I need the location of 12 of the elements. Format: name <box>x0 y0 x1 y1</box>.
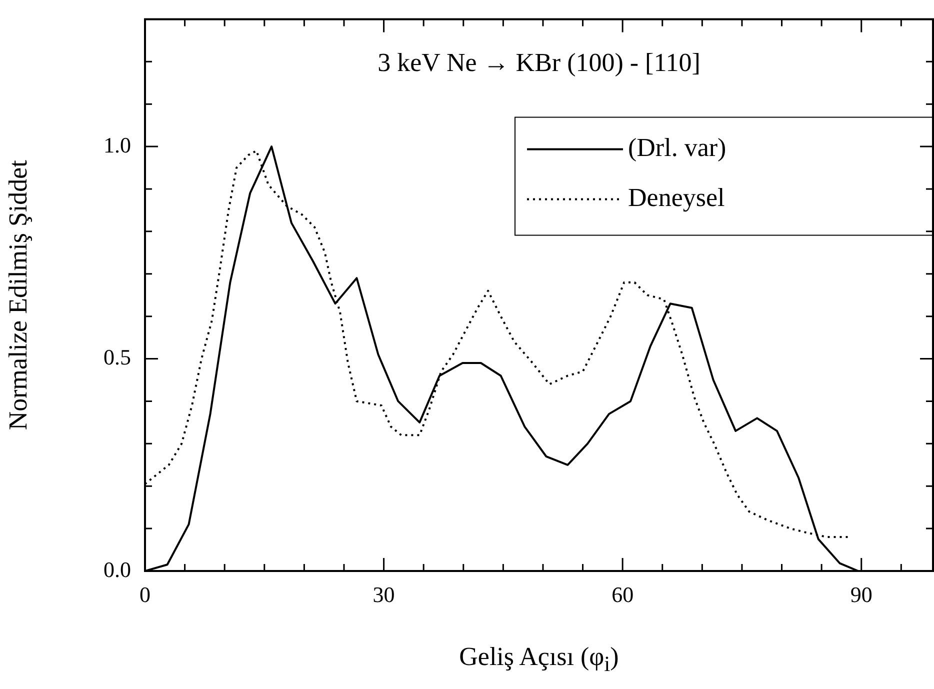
y-tick-label: 0.5 <box>104 344 131 370</box>
x-tick-label: 90 <box>850 582 872 607</box>
y-axis-title: Normalize Edilmiş Şiddet <box>3 159 32 430</box>
legend-label: (Drl. var) <box>628 133 726 162</box>
x-tick-label: 30 <box>372 582 395 607</box>
x-tick-label: 60 <box>612 582 634 607</box>
annotation: 3 keV Ne → KBr (100) - [110] <box>378 48 700 78</box>
x-axis-title: Geliş Açısı (φ$_{i}$) <box>458 642 620 678</box>
x-tick-label: 0 <box>140 582 150 607</box>
y-tick-label: 1.0 <box>104 132 131 158</box>
y-tick-label: 0.0 <box>104 556 131 582</box>
legend-label: Deneysel <box>628 183 725 212</box>
